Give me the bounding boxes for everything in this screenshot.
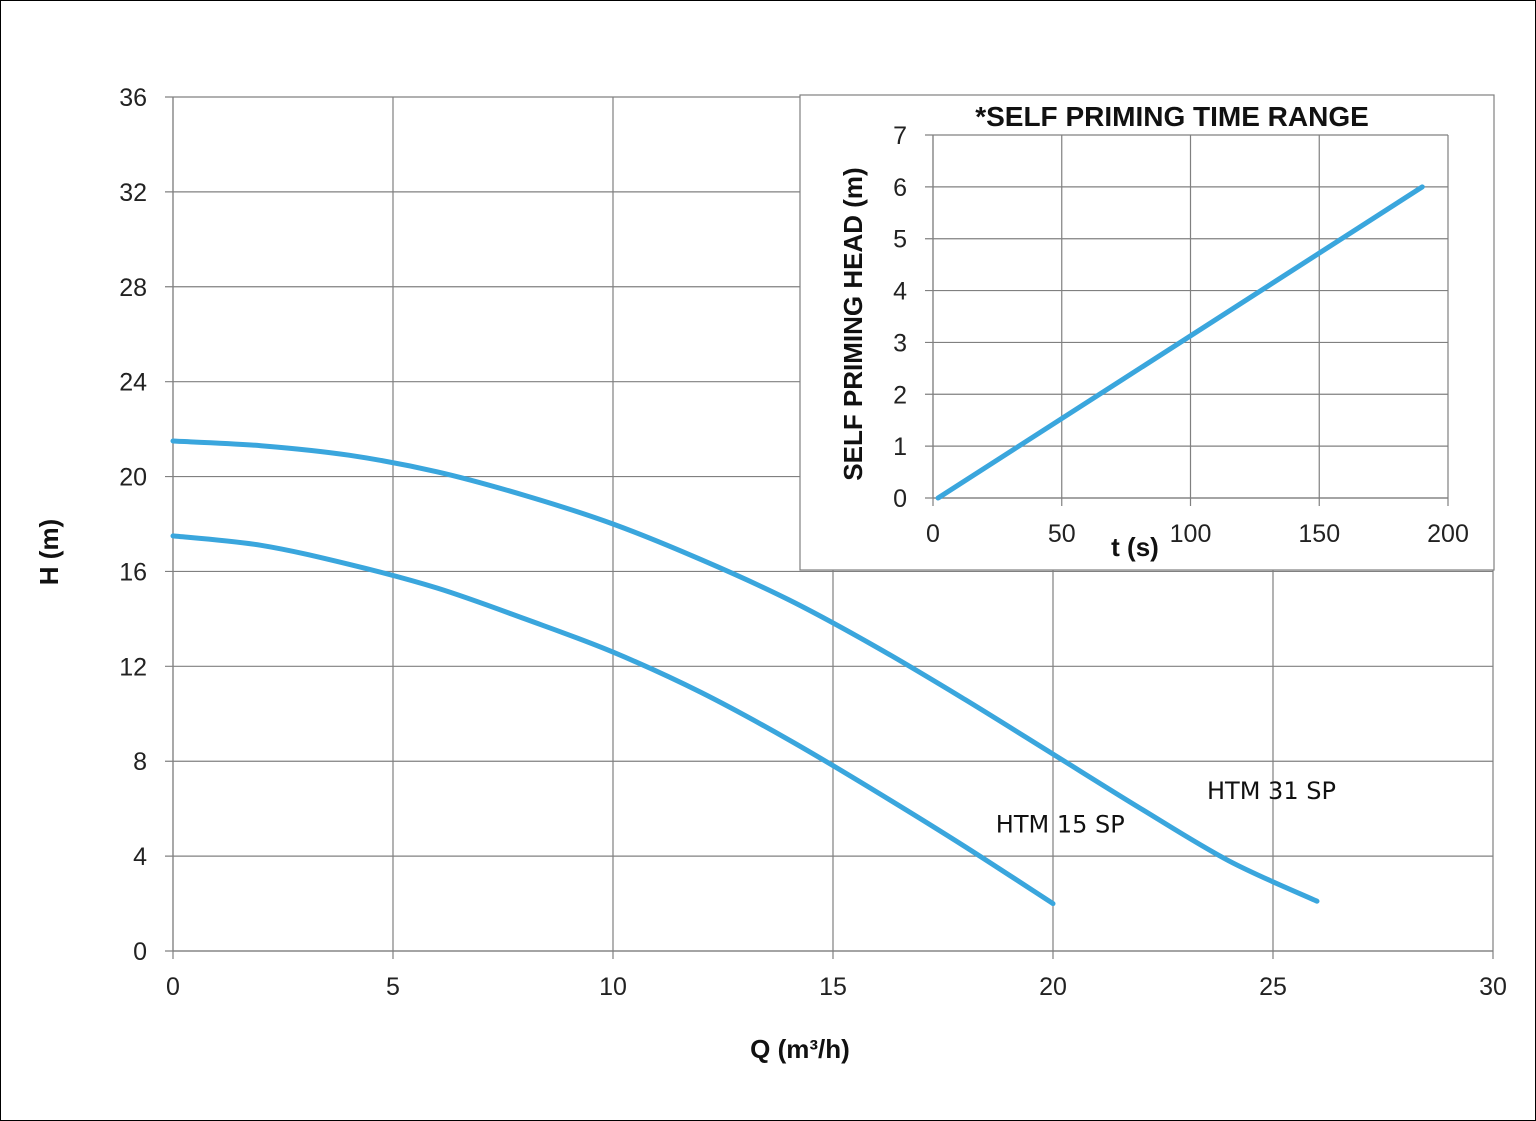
inset-y-tick-label: 1 (893, 433, 907, 461)
series-line-inset-series-0 (935, 184, 1425, 501)
inset-x-tick-label: 0 (926, 520, 940, 548)
series-label-htm-15-sp: HTM 15 SP (996, 810, 1125, 838)
inset-x-tick-label: 50 (1048, 520, 1076, 548)
main-y-tick-label: 32 (119, 179, 147, 207)
main-x-tick-label: 20 (1039, 973, 1067, 1001)
inset-y-tick-label: 6 (893, 174, 907, 202)
inset-y-tick-label: 7 (893, 122, 907, 150)
main-labels: HTM 31 SP HTM 15 SP (996, 777, 1336, 838)
main-x-tick-label: 25 (1259, 973, 1287, 1001)
main-y-tick-label: 28 (119, 274, 147, 302)
inset-panel (799, 94, 1495, 571)
main-x-tick-label: 0 (166, 973, 180, 1001)
inset-y-tick-label: 0 (893, 485, 907, 513)
main-x-tick-label: 15 (819, 973, 847, 1001)
main-y-tick-label: 8 (133, 748, 147, 776)
main-y-tick-label: 36 (119, 84, 147, 112)
x-axis-title: Q (m³/h) (750, 1034, 850, 1064)
main-y-tick-label: 12 (119, 653, 147, 681)
series-line-htm-31-sp (170, 438, 1320, 904)
inset-y-tick-label: 4 (893, 278, 907, 306)
main-y-tick-label: 16 (119, 558, 147, 586)
main-y-tick-label: 24 (119, 369, 147, 397)
inset-y-tick-label: 3 (893, 329, 907, 357)
inset-x-tick-label: 150 (1298, 520, 1340, 548)
main-x-tick-label: 10 (599, 973, 627, 1001)
main-series (170, 438, 1320, 907)
main-y-tick-label: 0 (133, 938, 147, 966)
inset-y-tick-label: 2 (893, 381, 907, 409)
main-x-tick-label: 5 (386, 973, 400, 1001)
main-y-tick-label: 4 (133, 843, 147, 871)
inset-x-tick-label: 200 (1427, 520, 1469, 548)
series-label-htm-31-sp: HTM 31 SP (1207, 777, 1336, 805)
main-y-tick-label: 20 (119, 464, 147, 492)
main-x-tick-label: 30 (1479, 973, 1507, 1001)
inset-x-axis-title: t (s) (1111, 532, 1159, 562)
inset-y-axis-title: SELF PRIMING HEAD (m) (838, 167, 868, 480)
inset-title: *SELF PRIMING TIME RANGE (975, 101, 1369, 132)
y-axis-title: H (m) (34, 519, 64, 585)
series-line-htm-15-sp (170, 533, 1056, 907)
inset-x-tick-label: 100 (1170, 520, 1212, 548)
inset-grid: 0 1 2 3 4 5 6 7 0 50 100 150 200 (893, 122, 1469, 548)
inset-y-tick-label: 5 (893, 226, 907, 254)
inset-series (935, 184, 1425, 501)
